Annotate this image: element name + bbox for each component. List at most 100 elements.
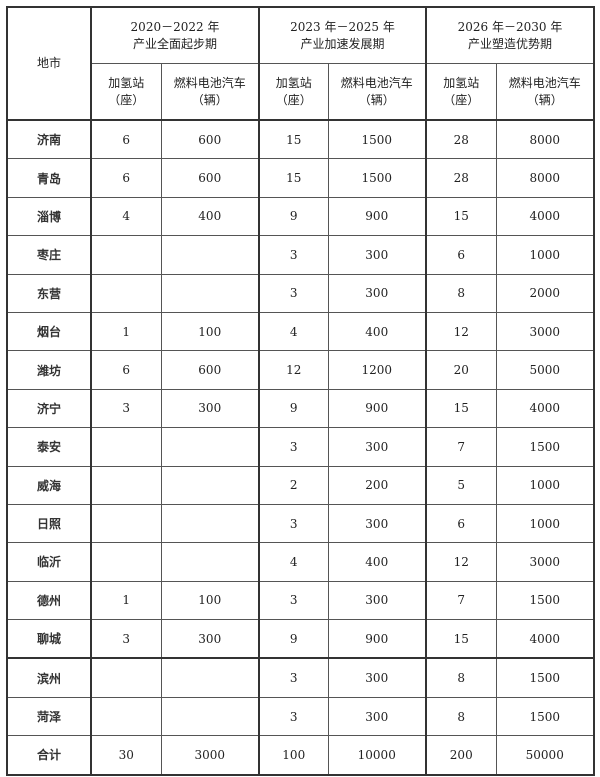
station-count-header: 加氢站 （座） [425,63,497,121]
vehicle-count-cell: 8000 [495,119,595,160]
city-cell: 烟台 [6,311,92,352]
station-count-cell: 5 [425,465,497,505]
city-cell: 德州 [6,580,92,621]
station-count-cell: 12 [425,542,497,582]
vehicle-count-cell: 1000 [495,235,595,275]
vehicle-count-cell: 400 [160,196,260,237]
vehicle-count-cell: 400 [327,542,427,582]
vehicle-count-header: 燃料电池汽车 （辆） [327,63,427,121]
vehicle-count-cell: 1500 [495,580,595,621]
vehicle-count-cell: 8000 [495,158,595,198]
station-count-cell: 3 [258,503,329,544]
vehicle-count-cell: 1500 [495,657,595,698]
period-name: 产业加速发展期 [300,36,385,51]
vehicle-count-cell: 100 [160,580,260,621]
city-cell: 日照 [6,503,92,544]
city-cell: 滨州 [6,657,92,698]
station-count-cell: 30 [90,735,162,776]
period-header: 2020－2022 年产业全面起步期 [90,6,260,64]
sub-header-unit: （座） [108,92,145,107]
vehicle-count-cell: 900 [327,196,427,237]
vehicle-count-cell: 300 [160,388,260,429]
vehicle-count-cell: 400 [327,311,427,352]
vehicle-count-cell: 1500 [327,158,427,198]
sub-header-unit: （辆） [526,92,563,107]
station-count-cell: 3 [90,388,162,429]
table-row: 济南 6 600 15 1500 28 8000 [6,119,595,160]
table-row: 东营 3 300 8 2000 [6,273,595,313]
station-count-cell: 3 [258,427,329,467]
station-count-cell [90,542,162,582]
period-name: 产业全面起步期 [132,36,217,51]
vehicle-count-cell: 3000 [495,542,595,582]
station-count-cell [90,657,162,698]
table-row: 青岛 6 600 15 1500 28 8000 [6,158,595,198]
vehicle-count-cell: 10000 [327,735,427,776]
period-years: 2023 年－2025 年 [290,19,395,34]
vehicle-count-cell: 300 [327,427,427,467]
station-count-cell: 9 [258,388,329,429]
station-count-cell: 8 [425,696,497,737]
vehicle-count-cell: 1000 [495,465,595,505]
vehicle-count-cell: 1000 [495,503,595,544]
vehicle-count-cell: 600 [160,350,260,390]
vehicle-count-cell: 5000 [495,350,595,390]
station-count-cell: 3 [258,696,329,737]
vehicle-count-cell [160,273,260,313]
sub-header-label: 燃料电池汽车 [340,75,413,90]
period-header: 2026 年－2030 年产业塑造优势期 [425,6,595,64]
vehicle-count-cell: 300 [327,503,427,544]
station-count-cell: 3 [258,580,329,621]
table-row: 泰安 3 300 7 1500 [6,427,595,467]
table-row: 枣庄 3 300 6 1000 [6,235,595,275]
vehicle-count-cell [160,657,260,698]
station-count-cell [90,235,162,275]
table-row: 滨州 3 300 8 1500 [6,657,595,698]
station-count-cell: 4 [258,542,329,582]
vehicle-count-cell: 100 [160,311,260,352]
city-cell: 济宁 [6,388,92,429]
station-count-cell: 2 [258,465,329,505]
station-count-cell: 3 [258,273,329,313]
station-count-cell: 200 [425,735,497,776]
vehicle-count-cell: 300 [327,235,427,275]
vehicle-count-cell: 3000 [495,311,595,352]
vehicle-count-cell: 3000 [160,735,260,776]
station-count-cell: 15 [425,196,497,237]
station-count-cell: 3 [258,235,329,275]
vehicle-count-cell: 1500 [495,696,595,737]
period-years: 2020－2022 年 [130,19,220,34]
hydrogen-plan-table: 地市 2020－2022 年产业全面起步期 2023 年－2025 年产业加速发… [6,6,595,776]
vehicle-count-cell [160,427,260,467]
vehicle-count-cell: 50000 [495,735,595,776]
vehicle-count-cell: 4000 [495,388,595,429]
vehicle-count-cell: 2000 [495,273,595,313]
table-row: 临沂 4 400 12 3000 [6,542,595,582]
station-count-cell: 15 [425,619,497,659]
period-header: 2023 年－2025 年产业加速发展期 [258,6,427,64]
sub-header-unit: （座） [443,92,480,107]
city-cell: 菏泽 [6,696,92,737]
city-cell: 东营 [6,273,92,313]
city-cell: 泰安 [6,427,92,467]
station-count-cell: 6 [90,119,162,160]
city-cell: 临沂 [6,542,92,582]
station-count-cell: 1 [90,580,162,621]
city-header-label: 地市 [36,56,61,70]
sub-header-unit: （辆） [358,92,395,107]
vehicle-count-cell: 1200 [327,350,427,390]
station-count-cell: 12 [258,350,329,390]
city-cell: 威海 [6,465,92,505]
station-count-cell: 3 [258,657,329,698]
station-count-cell: 100 [258,735,329,776]
vehicle-count-cell [160,542,260,582]
station-count-cell: 15 [425,388,497,429]
vehicle-count-cell [160,696,260,737]
station-count-cell: 4 [90,196,162,237]
station-count-cell [90,465,162,505]
vehicle-count-cell: 4000 [495,196,595,237]
city-cell: 潍坊 [6,350,92,390]
station-count-cell: 9 [258,619,329,659]
city-cell: 枣庄 [6,235,92,275]
vehicle-count-cell: 300 [327,657,427,698]
